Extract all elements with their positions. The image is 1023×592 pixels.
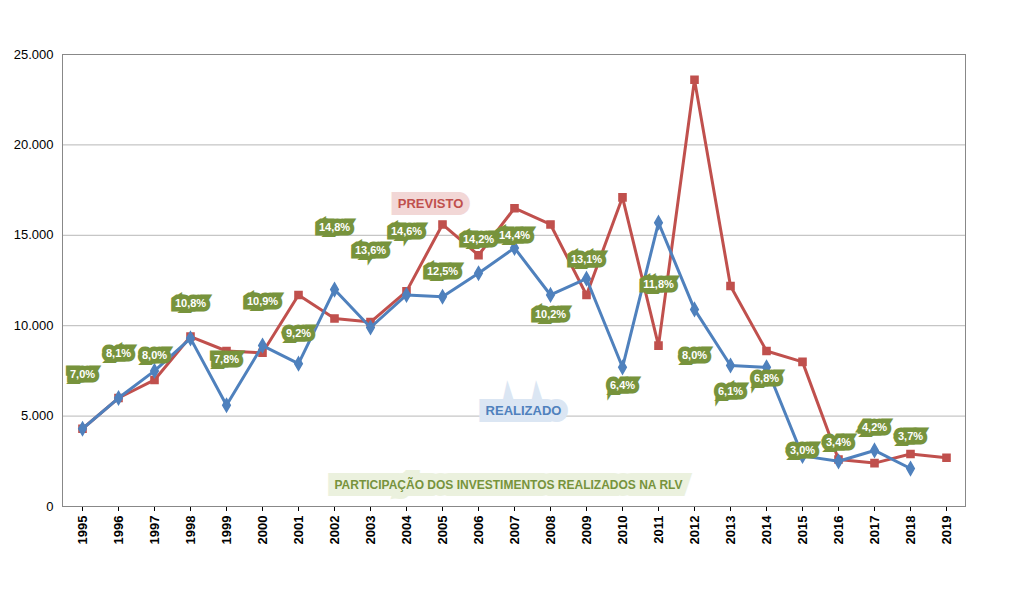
svg-text:2003: 2003: [363, 516, 378, 545]
svg-text:3,4%: 3,4%: [826, 436, 851, 448]
svg-text:7,0%: 7,0%: [70, 368, 95, 380]
svg-text:1995: 1995: [75, 516, 90, 545]
svg-text:2014: 2014: [759, 515, 774, 545]
svg-text:13,6%: 13,6%: [355, 244, 386, 256]
svg-text:REALIZADO: REALIZADO: [486, 403, 562, 418]
svg-text:15.000: 15.000: [14, 227, 54, 242]
svg-text:5.000: 5.000: [21, 408, 54, 423]
svg-text:2006: 2006: [471, 516, 486, 545]
svg-text:0: 0: [46, 499, 53, 514]
svg-text:2012: 2012: [687, 516, 702, 545]
svg-text:7,8%: 7,8%: [214, 353, 239, 365]
svg-text:2002: 2002: [327, 516, 342, 545]
svg-text:2005: 2005: [435, 516, 450, 545]
svg-text:PARTICIPAÇÃO DOS INVESTIMENTOS: PARTICIPAÇÃO DOS INVESTIMENTOS REALIZADO…: [334, 477, 682, 492]
svg-text:6,8%: 6,8%: [754, 372, 779, 384]
svg-text:13,1%: 13,1%: [571, 253, 602, 265]
svg-text:25.000: 25.000: [14, 47, 54, 62]
svg-text:14,6%: 14,6%: [391, 225, 422, 237]
svg-text:20.000: 20.000: [14, 137, 54, 152]
svg-text:14,2%: 14,2%: [463, 233, 494, 245]
svg-text:9,2%: 9,2%: [286, 327, 311, 339]
svg-text:10,2%: 10,2%: [535, 308, 566, 320]
svg-text:2009: 2009: [579, 516, 594, 545]
svg-text:2018: 2018: [903, 516, 918, 545]
svg-text:2008: 2008: [543, 516, 558, 545]
svg-text:2013: 2013: [723, 516, 738, 545]
svg-text:1996: 1996: [111, 516, 126, 545]
svg-text:2001: 2001: [291, 516, 306, 545]
svg-text:1999: 1999: [219, 516, 234, 545]
svg-text:10.000: 10.000: [14, 318, 54, 333]
svg-text:2011: 2011: [651, 516, 666, 544]
svg-text:14,8%: 14,8%: [319, 221, 350, 233]
svg-text:4,2%: 4,2%: [862, 421, 887, 433]
svg-text:2007: 2007: [507, 516, 522, 545]
svg-text:2000: 2000: [255, 516, 270, 545]
svg-text:1998: 1998: [183, 516, 198, 545]
svg-text:12,5%: 12,5%: [427, 265, 458, 277]
svg-text:2016: 2016: [831, 516, 846, 545]
svg-text:PREVISTO: PREVISTO: [398, 196, 464, 211]
svg-text:14,4%: 14,4%: [499, 229, 530, 241]
svg-text:2015: 2015: [795, 516, 810, 545]
svg-text:10,8%: 10,8%: [175, 297, 206, 309]
svg-text:8,1%: 8,1%: [106, 347, 131, 359]
svg-text:11,8%: 11,8%: [643, 278, 674, 290]
svg-text:8,0%: 8,0%: [142, 349, 167, 361]
svg-text:8,0%: 8,0%: [682, 349, 707, 361]
svg-text:3,0%: 3,0%: [790, 444, 815, 456]
svg-text:2010: 2010: [615, 516, 630, 545]
svg-text:1997: 1997: [147, 516, 162, 545]
svg-text:2004: 2004: [399, 515, 414, 545]
svg-text:6,1%: 6,1%: [718, 385, 743, 397]
svg-text:2017: 2017: [867, 516, 882, 545]
svg-text:10,9%: 10,9%: [247, 295, 278, 307]
svg-text:6,4%: 6,4%: [610, 379, 635, 391]
svg-text:3,7%: 3,7%: [898, 430, 923, 442]
svg-text:2019: 2019: [939, 516, 954, 545]
